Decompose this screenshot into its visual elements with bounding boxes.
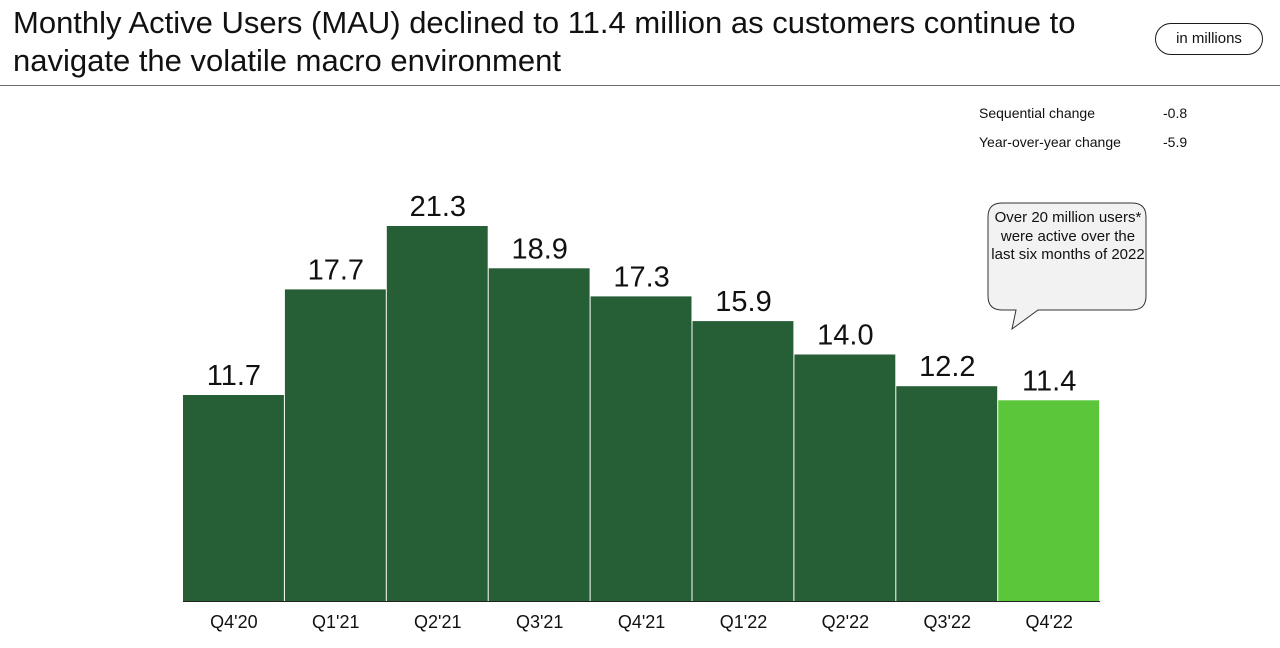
callout-bubble: [987, 202, 1147, 331]
bar-Q1'21: [284, 289, 386, 601]
bar-Q3'22: [896, 386, 998, 601]
value-label: 12.2: [919, 351, 975, 383]
x-tick-label: Q2'21: [414, 612, 461, 632]
x-tick-label: Q3'22: [924, 612, 971, 632]
stat-row-yoy: Year-over-year change -5.9: [979, 131, 1194, 160]
stat-value: -0.8: [1163, 105, 1188, 121]
value-label: 21.3: [410, 191, 466, 223]
x-tick-label: Q4'20: [210, 612, 257, 632]
bar-Q3'21: [488, 268, 590, 601]
x-tick-label: Q1'21: [312, 612, 359, 632]
bar-Q1'22: [692, 321, 794, 601]
callout-text: Over 20 million users* were active over …: [991, 209, 1145, 263]
title-divider: [0, 85, 1280, 86]
x-tick-label: Q3'21: [516, 612, 563, 632]
bar-Q4'20: [183, 395, 284, 601]
value-label: 11.4: [1022, 365, 1076, 397]
unit-badge: in millions: [1155, 23, 1263, 55]
value-labels-group: 11.7 17.7 21.3 18.9 17.3 15.9 14.0 12.2 11.4: [207, 191, 1077, 397]
bars-group: [183, 226, 1100, 601]
value-label: 17.7: [308, 254, 364, 286]
value-label: 11.7: [207, 360, 261, 392]
x-tick-label: Q1'22: [720, 612, 767, 632]
stat-label: Year-over-year change: [979, 134, 1121, 150]
change-stats: Sequential change -0.8 Year-over-year ch…: [979, 102, 1194, 160]
bar-Q4'22: [998, 400, 1100, 601]
x-tick-label: Q2'22: [822, 612, 869, 632]
bar-Q2'21: [386, 226, 488, 601]
x-tick-label: Q4'21: [618, 612, 665, 632]
page-title: Monthly Active Users (MAU) declined to 1…: [13, 5, 1076, 78]
tick-labels-group: Q4'20 Q1'21 Q2'21 Q3'21 Q4'21 Q1'22 Q2'22 Q3'22…: [210, 612, 1073, 632]
x-tick-label: Q4'22: [1025, 612, 1072, 632]
value-label: 14.0: [817, 320, 873, 352]
bar-Q2'22: [794, 354, 896, 601]
value-label: 17.3: [613, 261, 669, 293]
stat-label: Sequential change: [979, 105, 1095, 121]
stat-value: -5.9: [1163, 134, 1188, 150]
stat-row-sequential: Sequential change -0.8: [979, 102, 1194, 131]
value-label: 18.9: [511, 233, 567, 265]
value-label: 15.9: [715, 286, 771, 318]
bar-Q4'21: [590, 296, 692, 601]
